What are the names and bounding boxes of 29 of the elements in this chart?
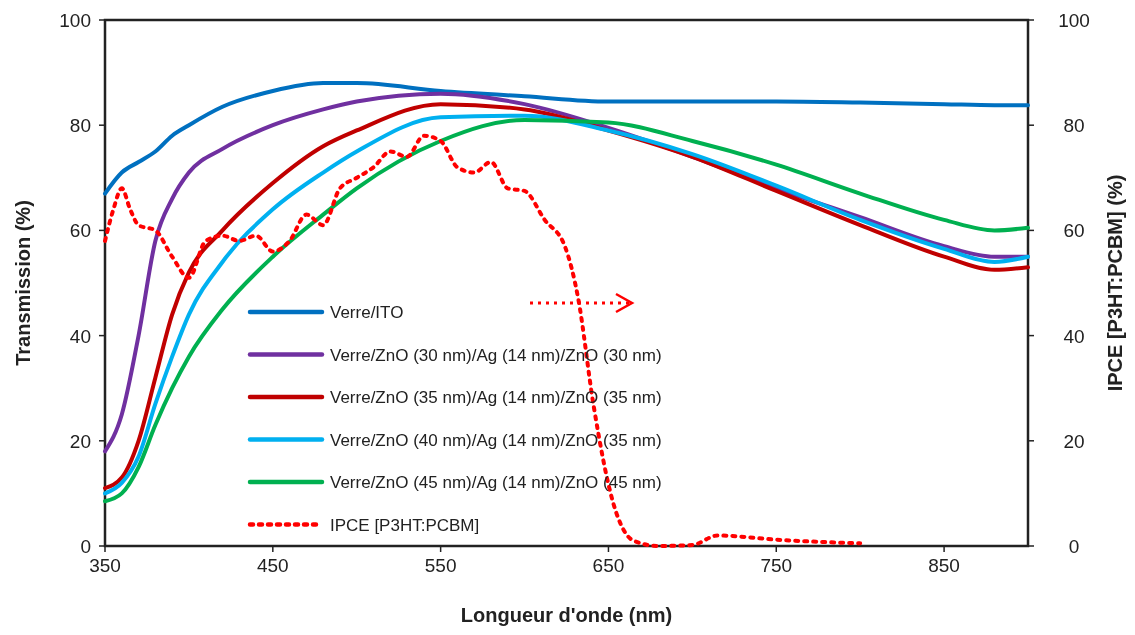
y-tick-label: 40 — [69, 325, 91, 347]
legend-label: Verre/ZnO (40 nm)/Ag (14 nm)/ZnO (35 nm) — [330, 430, 662, 450]
y2-tick-label: 20 — [1063, 430, 1085, 452]
legend-label: Verre/ZnO (30 nm)/Ag (14 nm)/ZnO (30 nm) — [330, 345, 662, 365]
line-series — [103, 81, 1030, 196]
x-tick-label: 650 — [592, 555, 625, 576]
y-axis-title: Transmission (%) — [12, 200, 34, 366]
x-tick-label: 350 — [89, 555, 121, 576]
y-tick-label: 0 — [80, 536, 91, 557]
y-tick-label: 80 — [69, 115, 91, 137]
x-axis-title: Longueur d'onde (nm) — [460, 604, 673, 626]
x-tick-label: 550 — [424, 555, 457, 576]
legend-label: Verre/ZnO (45 nm)/Ag (14 nm)/ZnO (45 nm) — [330, 473, 662, 492]
y2-tick-label: 80 — [1063, 115, 1085, 137]
legend-label: Verre/ITO — [330, 303, 404, 322]
y2-tick-label: 0 — [1068, 536, 1080, 557]
y2-tick-label: 100 — [1058, 10, 1090, 31]
y2-tick-label: 40 — [1063, 325, 1085, 347]
y2-axis-title: IPCE [P3HT:PCBM] (%) — [1104, 174, 1126, 392]
x-tick-label: 450 — [256, 555, 289, 576]
legend-label: Verre/ZnO (35 nm)/Ag (14 nm)/ZnO (35 nm) — [330, 388, 662, 407]
y-tick-label: 60 — [69, 220, 91, 242]
x-tick-label: 850 — [928, 555, 960, 576]
y2-tick-label: 60 — [1063, 220, 1085, 242]
y-tick-label: 20 — [69, 430, 91, 452]
y-tick-label: 100 — [59, 10, 91, 31]
legend-label: IPCE [P3HT:PCBM] — [330, 515, 480, 535]
line-series — [103, 133, 863, 548]
x-tick-label: 750 — [760, 555, 793, 576]
